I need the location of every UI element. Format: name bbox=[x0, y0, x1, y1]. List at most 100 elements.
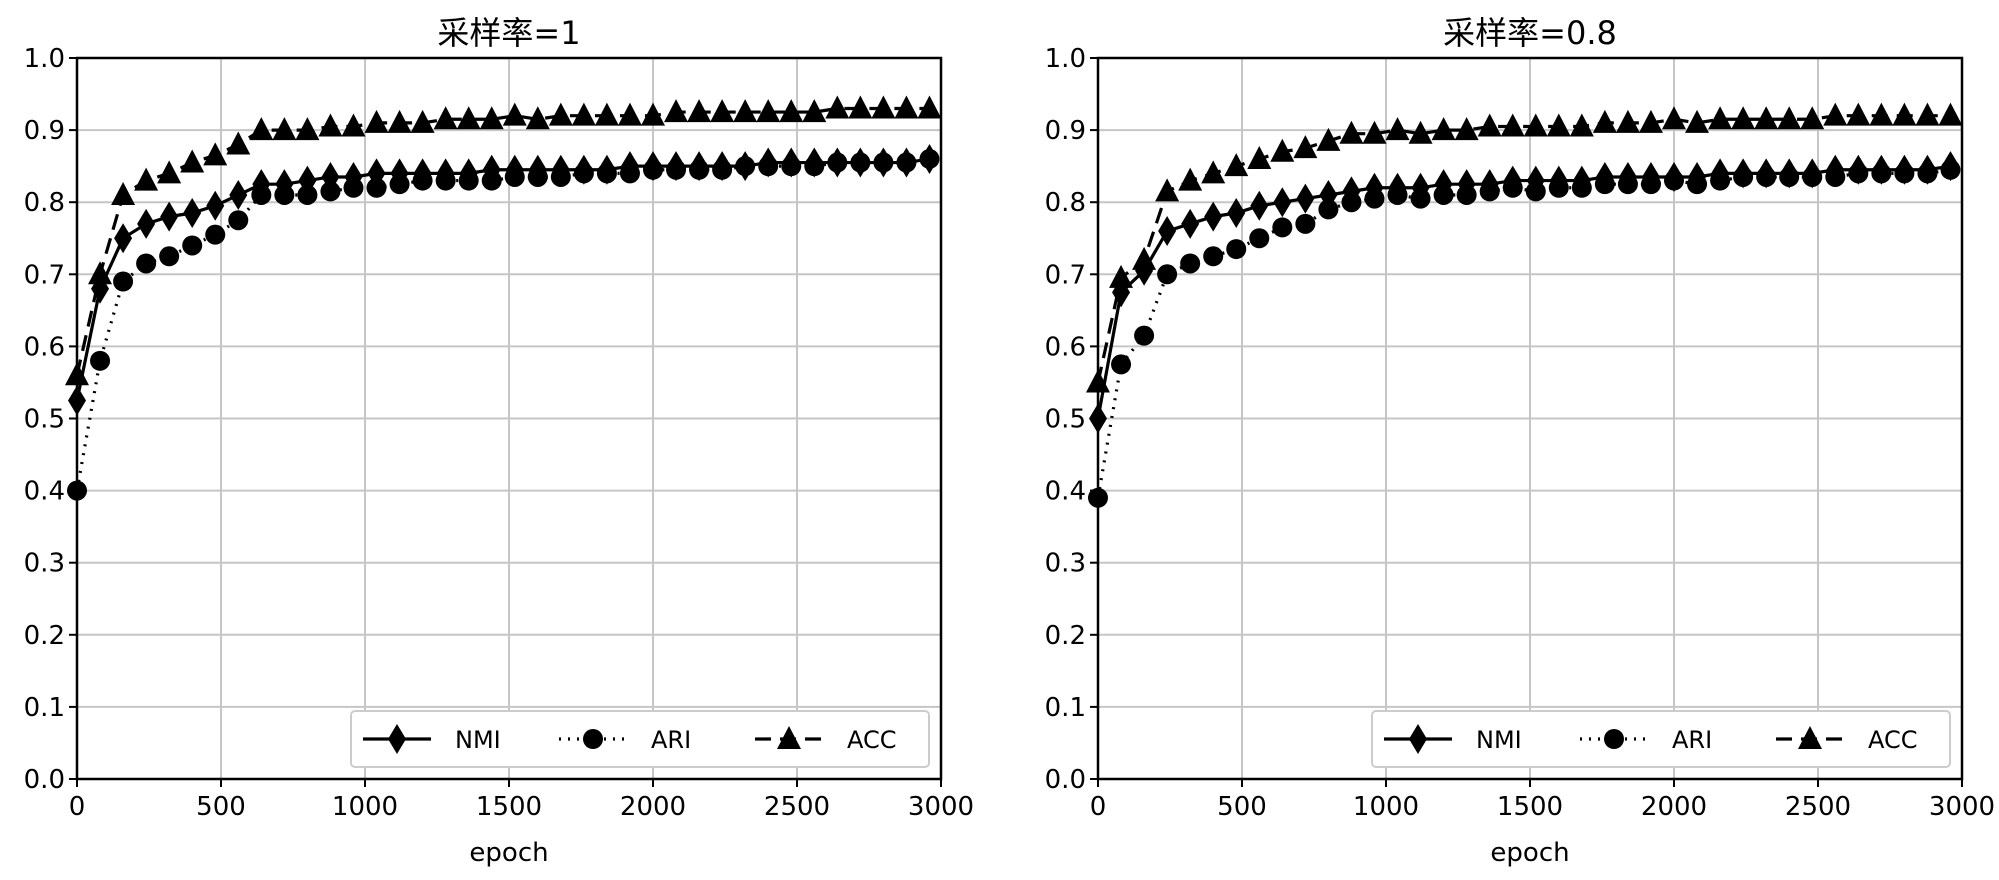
data-point-acc bbox=[249, 117, 274, 141]
legend-label-nmi: NMI bbox=[455, 726, 501, 754]
x-tick-label: 2500 bbox=[764, 792, 830, 822]
data-point-acc bbox=[1708, 106, 1733, 130]
legend-marker-ari bbox=[583, 729, 603, 749]
data-point-ari bbox=[1157, 264, 1178, 285]
x-tick-label: 1000 bbox=[1353, 792, 1419, 822]
data-point-acc bbox=[871, 95, 896, 119]
x-tick-label: 500 bbox=[1217, 792, 1267, 822]
data-point-ari bbox=[666, 159, 687, 180]
data-point-ari bbox=[689, 159, 710, 180]
data-point-acc bbox=[157, 160, 182, 184]
legend-marker-nmi bbox=[1409, 724, 1427, 754]
data-point-nmi bbox=[1204, 201, 1223, 232]
data-point-acc bbox=[756, 99, 781, 123]
legend: NMI ARI ACC bbox=[350, 710, 930, 768]
data-point-ari bbox=[850, 152, 871, 173]
y-tick-label: 0.7 bbox=[1045, 260, 1086, 290]
data-point-acc bbox=[1247, 145, 1272, 169]
data-point-nmi bbox=[206, 190, 225, 221]
data-point-acc bbox=[917, 95, 942, 119]
data-point-ari bbox=[781, 156, 802, 177]
data-point-ari bbox=[619, 163, 640, 184]
data-point-acc bbox=[433, 106, 458, 130]
x-tick-label: 0 bbox=[1090, 792, 1107, 822]
data-point-acc bbox=[1938, 102, 1963, 126]
x-tick-label: 2000 bbox=[1641, 792, 1707, 822]
data-point-ari bbox=[1525, 181, 1546, 202]
series-line-acc bbox=[75, 106, 930, 376]
data-point-ari bbox=[343, 177, 364, 198]
data-point-nmi bbox=[1227, 198, 1246, 229]
data-point-acc bbox=[848, 95, 873, 119]
y-tick-label: 0.4 bbox=[24, 477, 65, 507]
data-point-ari bbox=[1940, 159, 1961, 180]
data-point-acc bbox=[1615, 109, 1640, 133]
data-point-ari bbox=[435, 170, 456, 191]
data-point-ari bbox=[1111, 354, 1132, 375]
data-point-ari bbox=[205, 224, 226, 245]
data-point-ari bbox=[712, 159, 733, 180]
data-point-acc bbox=[1869, 102, 1894, 126]
data-point-acc bbox=[1477, 113, 1502, 137]
data-point-nmi bbox=[137, 208, 156, 239]
data-point-acc bbox=[825, 95, 850, 119]
data-point-acc bbox=[617, 102, 642, 126]
y-tick-label: 0.8 bbox=[1045, 188, 1086, 218]
y-tick-label: 0.0 bbox=[1045, 765, 1086, 795]
legend-marker-nmi bbox=[388, 724, 406, 754]
data-point-acc bbox=[641, 102, 665, 126]
data-point-ari bbox=[458, 170, 479, 191]
legend-label-acc: ACC bbox=[1868, 726, 1918, 754]
data-point-acc bbox=[1546, 113, 1571, 137]
data-point-acc bbox=[1155, 178, 1180, 202]
y-tick-label: 0.2 bbox=[1045, 621, 1086, 651]
data-point-ari bbox=[1295, 213, 1316, 234]
data-point-ari bbox=[573, 163, 594, 184]
data-point-ari bbox=[412, 170, 433, 191]
data-point-ari bbox=[1180, 253, 1201, 274]
data-point-ari bbox=[136, 253, 157, 274]
data-point-ari bbox=[804, 156, 825, 177]
data-point-ari bbox=[873, 152, 894, 173]
data-point-nmi bbox=[229, 179, 248, 210]
y-tick-label: 0.5 bbox=[24, 405, 65, 435]
data-point-ari bbox=[1894, 163, 1915, 184]
data-point-ari bbox=[1733, 166, 1754, 187]
data-point-ari bbox=[1779, 166, 1800, 187]
data-point-ari bbox=[1410, 188, 1431, 209]
x-tick-label: 2000 bbox=[620, 792, 686, 822]
data-point-acc bbox=[1362, 120, 1387, 144]
y-tick-label: 1.0 bbox=[1045, 44, 1086, 74]
data-point-acc bbox=[1777, 106, 1802, 130]
data-point-acc bbox=[1754, 106, 1779, 130]
data-point-acc bbox=[180, 149, 205, 173]
y-tick-label: 0.9 bbox=[24, 116, 65, 146]
data-point-ari bbox=[320, 181, 341, 202]
data-point-acc bbox=[1431, 117, 1456, 141]
x-axis-label: epoch bbox=[1490, 838, 1569, 868]
data-point-acc bbox=[571, 102, 596, 126]
data-point-ari bbox=[1387, 184, 1408, 205]
data-point-acc bbox=[710, 99, 735, 123]
legend-box bbox=[350, 710, 930, 768]
data-point-ari bbox=[1687, 174, 1708, 195]
data-point-acc bbox=[687, 99, 712, 123]
data-point-nmi bbox=[1181, 208, 1200, 239]
data-point-ari bbox=[1134, 325, 1155, 346]
data-point-ari bbox=[643, 159, 663, 180]
data-point-ari bbox=[550, 166, 571, 187]
data-point-acc bbox=[548, 102, 573, 126]
data-point-acc bbox=[1224, 153, 1249, 177]
data-point-ari bbox=[1756, 166, 1777, 187]
data-point-ari bbox=[251, 184, 272, 205]
data-point-ari bbox=[596, 163, 617, 184]
data-point-acc bbox=[1132, 246, 1157, 270]
legend-label-nmi: NMI bbox=[1476, 726, 1522, 754]
data-point-acc bbox=[1800, 106, 1825, 130]
data-point-ari bbox=[389, 174, 410, 195]
data-point-ari bbox=[1640, 174, 1661, 195]
x-tick-label: 2500 bbox=[1785, 792, 1851, 822]
data-point-acc bbox=[1316, 127, 1341, 151]
data-point-acc bbox=[272, 117, 297, 141]
